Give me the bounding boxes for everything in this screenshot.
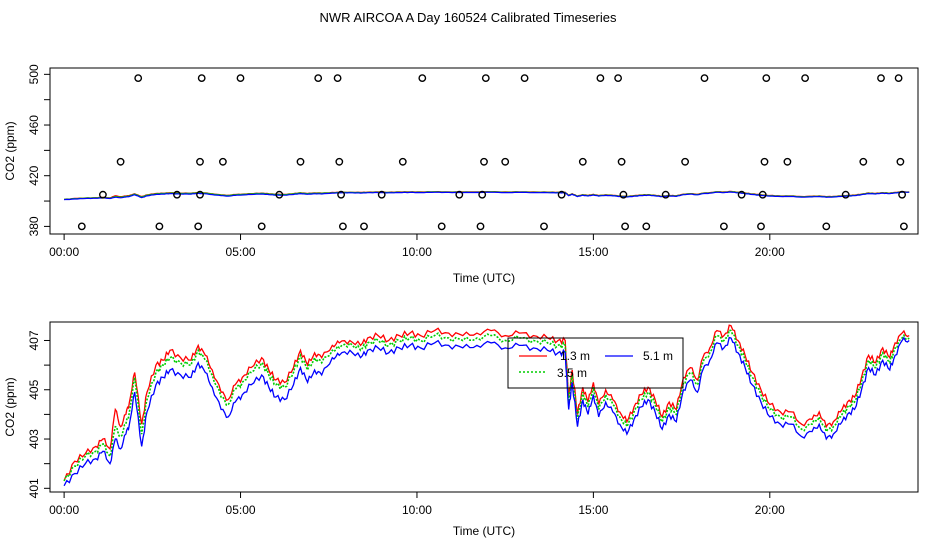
panel-1-point: [398, 157, 407, 166]
panel-1-xtick-label: 00:00: [49, 245, 79, 259]
panel-1-point: [621, 222, 629, 231]
panel-1-point: [557, 190, 566, 199]
panel-1-point: [360, 222, 368, 231]
panel-1-point: [478, 190, 487, 199]
panel-1-point: [314, 74, 323, 83]
panel-1-ylabel: CO2 (ppm): [3, 121, 17, 180]
panel-1-point: [619, 190, 628, 199]
legend: 1.3 m 5.1 m 3.5 m: [507, 337, 684, 389]
panel-1-point: [540, 222, 548, 231]
panel-1-point: [77, 222, 86, 231]
panel-1-xtick-label: 10:00: [402, 245, 432, 259]
panel-1-point: [894, 74, 903, 83]
panel-2-ylabel: CO2 (ppm): [3, 377, 17, 436]
panel-1-point: [801, 74, 809, 83]
panel-2-xtick-label: 20:00: [755, 503, 785, 517]
panel-1-point: [877, 74, 885, 83]
panel-1-point: [275, 190, 284, 199]
panel-2-ytick-label: 403: [27, 429, 41, 449]
panel-1-point: [642, 222, 651, 231]
panel-1-point: [614, 74, 622, 83]
panel-1-point: [196, 190, 204, 199]
panel-2: 00:00 05:00 10:00 15:00 20:00 401 403 405 407 T…: [3, 321, 919, 538]
panel-1-point: [481, 74, 490, 83]
panel-1-ytick-label: 380: [27, 216, 41, 236]
panel-1-point: [520, 74, 529, 83]
panel-2-ytick-label: 401: [27, 478, 41, 498]
panel-1-point: [617, 157, 626, 166]
panel-1-point: [900, 222, 908, 231]
panel-2-series-3-5-m: [63, 329, 910, 482]
panel-1: 00:00 05:00 10:00 15:00 20:00 380 420 460 500 T…: [3, 64, 919, 285]
panel-1-point: [661, 190, 670, 199]
panel-1-point: [476, 222, 485, 231]
panel-2-xtick-label: 05:00: [226, 503, 256, 517]
panel-1-point: [236, 74, 245, 83]
panel-1-xtick-label: 20:00: [755, 245, 785, 259]
panel-1-frame: [49, 67, 919, 235]
panel-1-point: [896, 157, 905, 166]
panel-1-point: [758, 190, 767, 199]
panel-1-xtick-label: 05:00: [226, 245, 256, 259]
figure-title: NWR AIRCOA A Day 160524 Calibrated Times…: [320, 10, 617, 25]
panel-1-xtick-label: 15:00: [578, 245, 608, 259]
panel-1-point: [99, 190, 107, 199]
panel-1-point: [218, 157, 227, 166]
panel-1-point: [501, 157, 510, 166]
panel-1-point: [898, 190, 906, 199]
panel-1-point: [134, 74, 143, 83]
panel-1-point: [700, 74, 709, 83]
panel-1-point: [455, 190, 464, 199]
panel-1-point: [197, 74, 206, 83]
panel-1-point: [257, 222, 266, 231]
panel-2-frame: [49, 321, 919, 493]
panel-1-point: [859, 157, 868, 166]
panel-1-point: [737, 190, 746, 199]
panel-1-point: [116, 157, 125, 166]
panel-1-point: [720, 222, 728, 231]
panel-2-ytick-label: 407: [27, 330, 41, 350]
panel-1-point: [337, 190, 345, 199]
panel-1-point: [333, 74, 342, 83]
panel-1-xlabel: Time (UTC): [453, 271, 515, 285]
panel-1-point: [596, 74, 605, 83]
panel-1-point: [480, 157, 488, 166]
panel-2-series-1-3-m: [63, 324, 910, 482]
panel-1-point: [418, 74, 427, 83]
panel-1-ytick-label: 420: [27, 165, 41, 185]
panel-1-point: [822, 222, 831, 231]
legend-label-3-5m: 3.5 m: [557, 366, 587, 380]
panel-2-xlabel: Time (UTC): [453, 524, 515, 538]
panel-1-point: [194, 222, 203, 231]
panel-2-xtick-label: 10:00: [402, 503, 432, 517]
panel-1-point: [681, 157, 689, 166]
panel-1-ytick-label: 500: [27, 64, 41, 84]
panel-2-series-5-1-m: [63, 336, 910, 487]
panel-2-xtick-label: 00:00: [49, 503, 79, 517]
panel-1-series-5-1-m: [64, 191, 910, 201]
panel-1-point: [783, 157, 792, 166]
panel-1-point: [196, 157, 204, 166]
legend-label-5-1m: 5.1 m: [643, 349, 673, 363]
panel-1-point: [762, 74, 771, 83]
panel-2-ytick-label: 405: [27, 379, 41, 399]
panel-1-point: [296, 157, 305, 166]
panel-1-point: [841, 190, 850, 199]
panel-1-point: [578, 157, 587, 166]
panel-1-point: [760, 157, 769, 166]
panel-1-point: [338, 222, 347, 231]
panel-1-point: [437, 222, 446, 231]
panel-1-point: [335, 157, 344, 166]
panel-1-point: [377, 190, 386, 199]
panel-1-ytick-label: 460: [27, 115, 41, 135]
panel-1-point: [155, 222, 164, 231]
panel-1-point: [173, 190, 181, 199]
panel-1-point: [757, 222, 765, 231]
legend-box: [507, 337, 684, 389]
legend-label-1-3m: 1.3 m: [560, 349, 590, 363]
panel-2-xtick-label: 15:00: [578, 503, 608, 517]
